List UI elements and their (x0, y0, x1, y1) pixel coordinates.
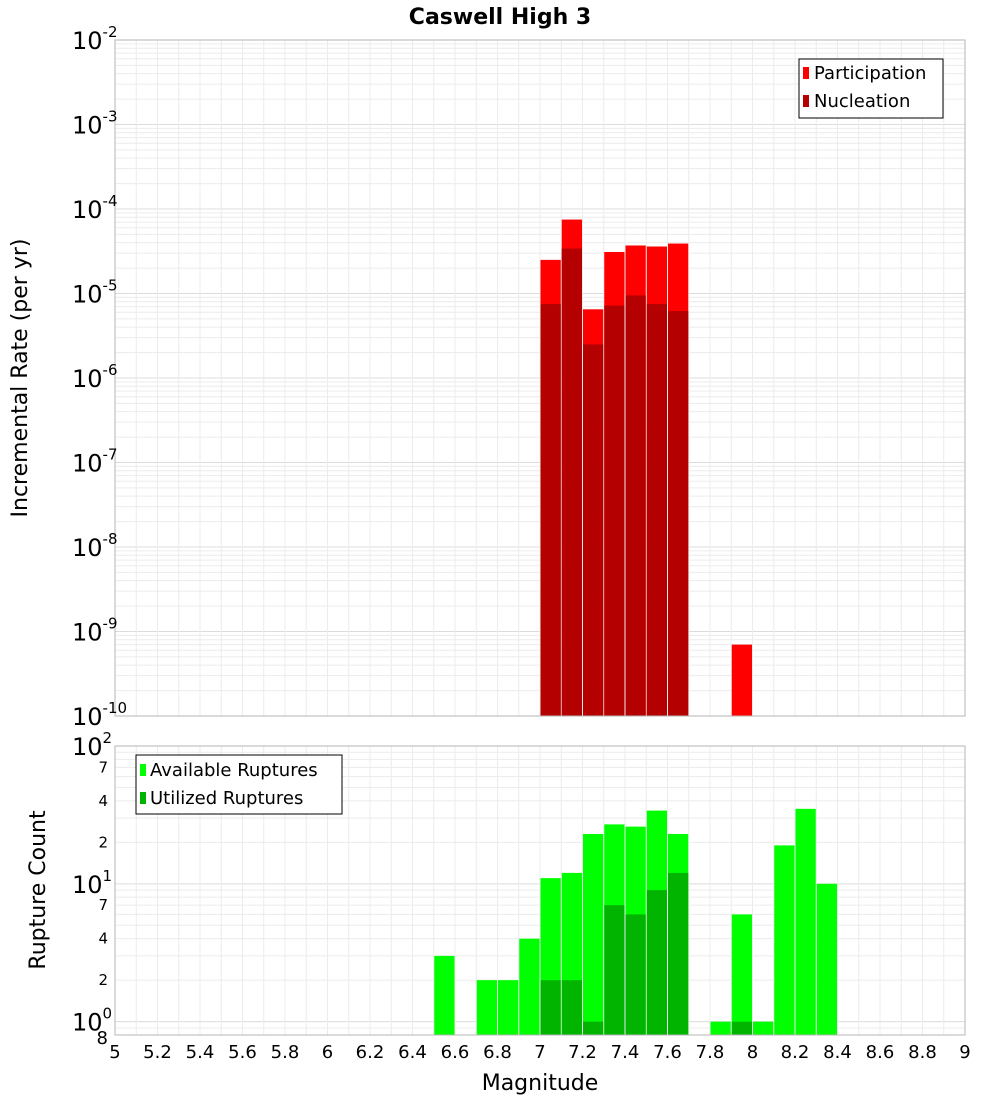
x-tick-label: 7.2 (568, 1042, 597, 1063)
bar-available-ruptures (498, 980, 519, 1035)
bar-available-ruptures (519, 938, 540, 1035)
y-minor-tick-label: 2 (98, 971, 108, 989)
bar-nucleation (668, 311, 689, 716)
x-tick-label: 6.2 (356, 1042, 385, 1063)
x-tick-label: 6 (322, 1042, 333, 1063)
y-minor-tick-label: 4 (98, 930, 108, 948)
legend-label: Available Ruptures (150, 760, 318, 781)
y-tick-label: 102 (72, 729, 112, 761)
bar-available-ruptures (434, 955, 455, 1035)
y-tick-label: 10-6 (72, 361, 118, 393)
x-tick-label: 8.6 (866, 1042, 895, 1063)
top-chart: Caswell High 3 Incremental Rate (per yr)… (8, 5, 966, 731)
bar-available-ruptures (816, 883, 837, 1035)
bottom-chart: Rupture Count 100 101 102 8 2 4 7 2 4 7 5 5.2 5.4 5.6… (26, 729, 971, 1096)
x-tick-label: 5 (109, 1042, 120, 1063)
legend-swatch (803, 95, 809, 107)
x-tick-label: 5.6 (228, 1042, 257, 1063)
x-tick-label: 8.2 (781, 1042, 810, 1063)
top-plot-border (114, 39, 966, 717)
bottom-plot-area: 100 101 102 8 2 4 7 2 4 7 5 5.2 5.4 5.6 5.8 6 6.2 6.4 6.6 6… (72, 729, 971, 1063)
x-tick-label: 8.8 (908, 1042, 937, 1063)
x-tick-label: 7.8 (696, 1042, 725, 1063)
x-tick-label: 5.8 (271, 1042, 300, 1063)
bar-utilized-ruptures (561, 980, 582, 1035)
bar-utilized-ruptures (731, 1021, 752, 1035)
legend-box (798, 58, 944, 119)
x-tick-label: 8.4 (823, 1042, 852, 1063)
y-tick-label: 10-2 (72, 23, 118, 55)
bar-utilized-ruptures (646, 890, 667, 1035)
bar-available-ruptures (476, 980, 497, 1035)
y-tick-label: 10-8 (72, 530, 118, 562)
legend-box (135, 754, 343, 815)
bar-nucleation (583, 344, 604, 716)
legend-swatch (140, 792, 146, 804)
top-plot-area: 10-10 10-9 10-8 10-7 10-6 10-5 10-4 10-3 10-2 Par… (72, 23, 966, 731)
bar-nucleation (625, 295, 646, 716)
top-legend: Participation Nucleation (798, 58, 944, 119)
x-tick-label: 7.6 (653, 1042, 682, 1063)
y-minor-tick-label: 2 (98, 833, 108, 851)
x-tick-label: 7.4 (611, 1042, 640, 1063)
y-tick-label: 10-7 (72, 446, 118, 478)
top-y-axis-label: Incremental Rate (per yr) (8, 239, 33, 518)
y-minor-tick-label: 4 (98, 792, 108, 810)
y-minor-tick-label: 7 (98, 758, 108, 776)
x-tick-label: 8 (747, 1042, 758, 1063)
legend-label: Utilized Ruptures (150, 788, 303, 809)
bar-participation (731, 644, 752, 716)
bar-utilized-ruptures (583, 1021, 604, 1035)
bar-nucleation (561, 248, 582, 716)
bar-utilized-ruptures (604, 905, 625, 1035)
x-tick-label: 6.4 (398, 1042, 427, 1063)
x-tick-label: 5.4 (186, 1042, 215, 1063)
bar-utilized-ruptures (625, 914, 646, 1035)
bar-available-ruptures (753, 1021, 774, 1035)
y-tick-label: 101 (72, 867, 112, 899)
chart-title: Caswell High 3 (409, 5, 591, 30)
y-minor-tick-label: 7 (98, 896, 108, 914)
bar-nucleation (646, 304, 667, 716)
x-tick-label: 9 (959, 1042, 970, 1063)
bar-nucleation (604, 305, 625, 716)
bar-available-ruptures (731, 914, 752, 1035)
y-tick-label: 10-9 (72, 615, 118, 647)
x-tick-label: 7 (534, 1042, 545, 1063)
bottom-y-axis-label: Rupture Count (26, 810, 51, 970)
bar-available-ruptures (774, 845, 795, 1035)
bar-utilized-ruptures (668, 872, 689, 1035)
legend-swatch (140, 764, 146, 776)
x-tick-label: 6.6 (441, 1042, 470, 1063)
x-axis-label: Magnitude (482, 1071, 599, 1096)
legend-label: Participation (814, 63, 926, 84)
y-tick-label: 10-4 (72, 192, 118, 224)
y-tick-label: 10-5 (72, 277, 118, 309)
y-tick-label: 10-3 (72, 108, 118, 140)
bar-available-ruptures (795, 808, 816, 1035)
bar-nucleation (540, 304, 561, 716)
legend-label: Nucleation (814, 91, 910, 112)
x-tick-label: 5.2 (143, 1042, 172, 1063)
x-tick-label: 6.8 (483, 1042, 512, 1063)
bottom-legend: Available Ruptures Utilized Ruptures (135, 754, 343, 815)
y-minor-tick-label: 8 (97, 1028, 108, 1049)
y-tick-label: 10-10 (72, 699, 127, 731)
legend-swatch (803, 67, 809, 79)
bar-available-ruptures (583, 833, 604, 1035)
y-tick-label: 100 (72, 1005, 112, 1037)
bar-utilized-ruptures (540, 980, 561, 1035)
bottom-plot-border (114, 745, 966, 1036)
bar-available-ruptures (710, 1021, 731, 1035)
